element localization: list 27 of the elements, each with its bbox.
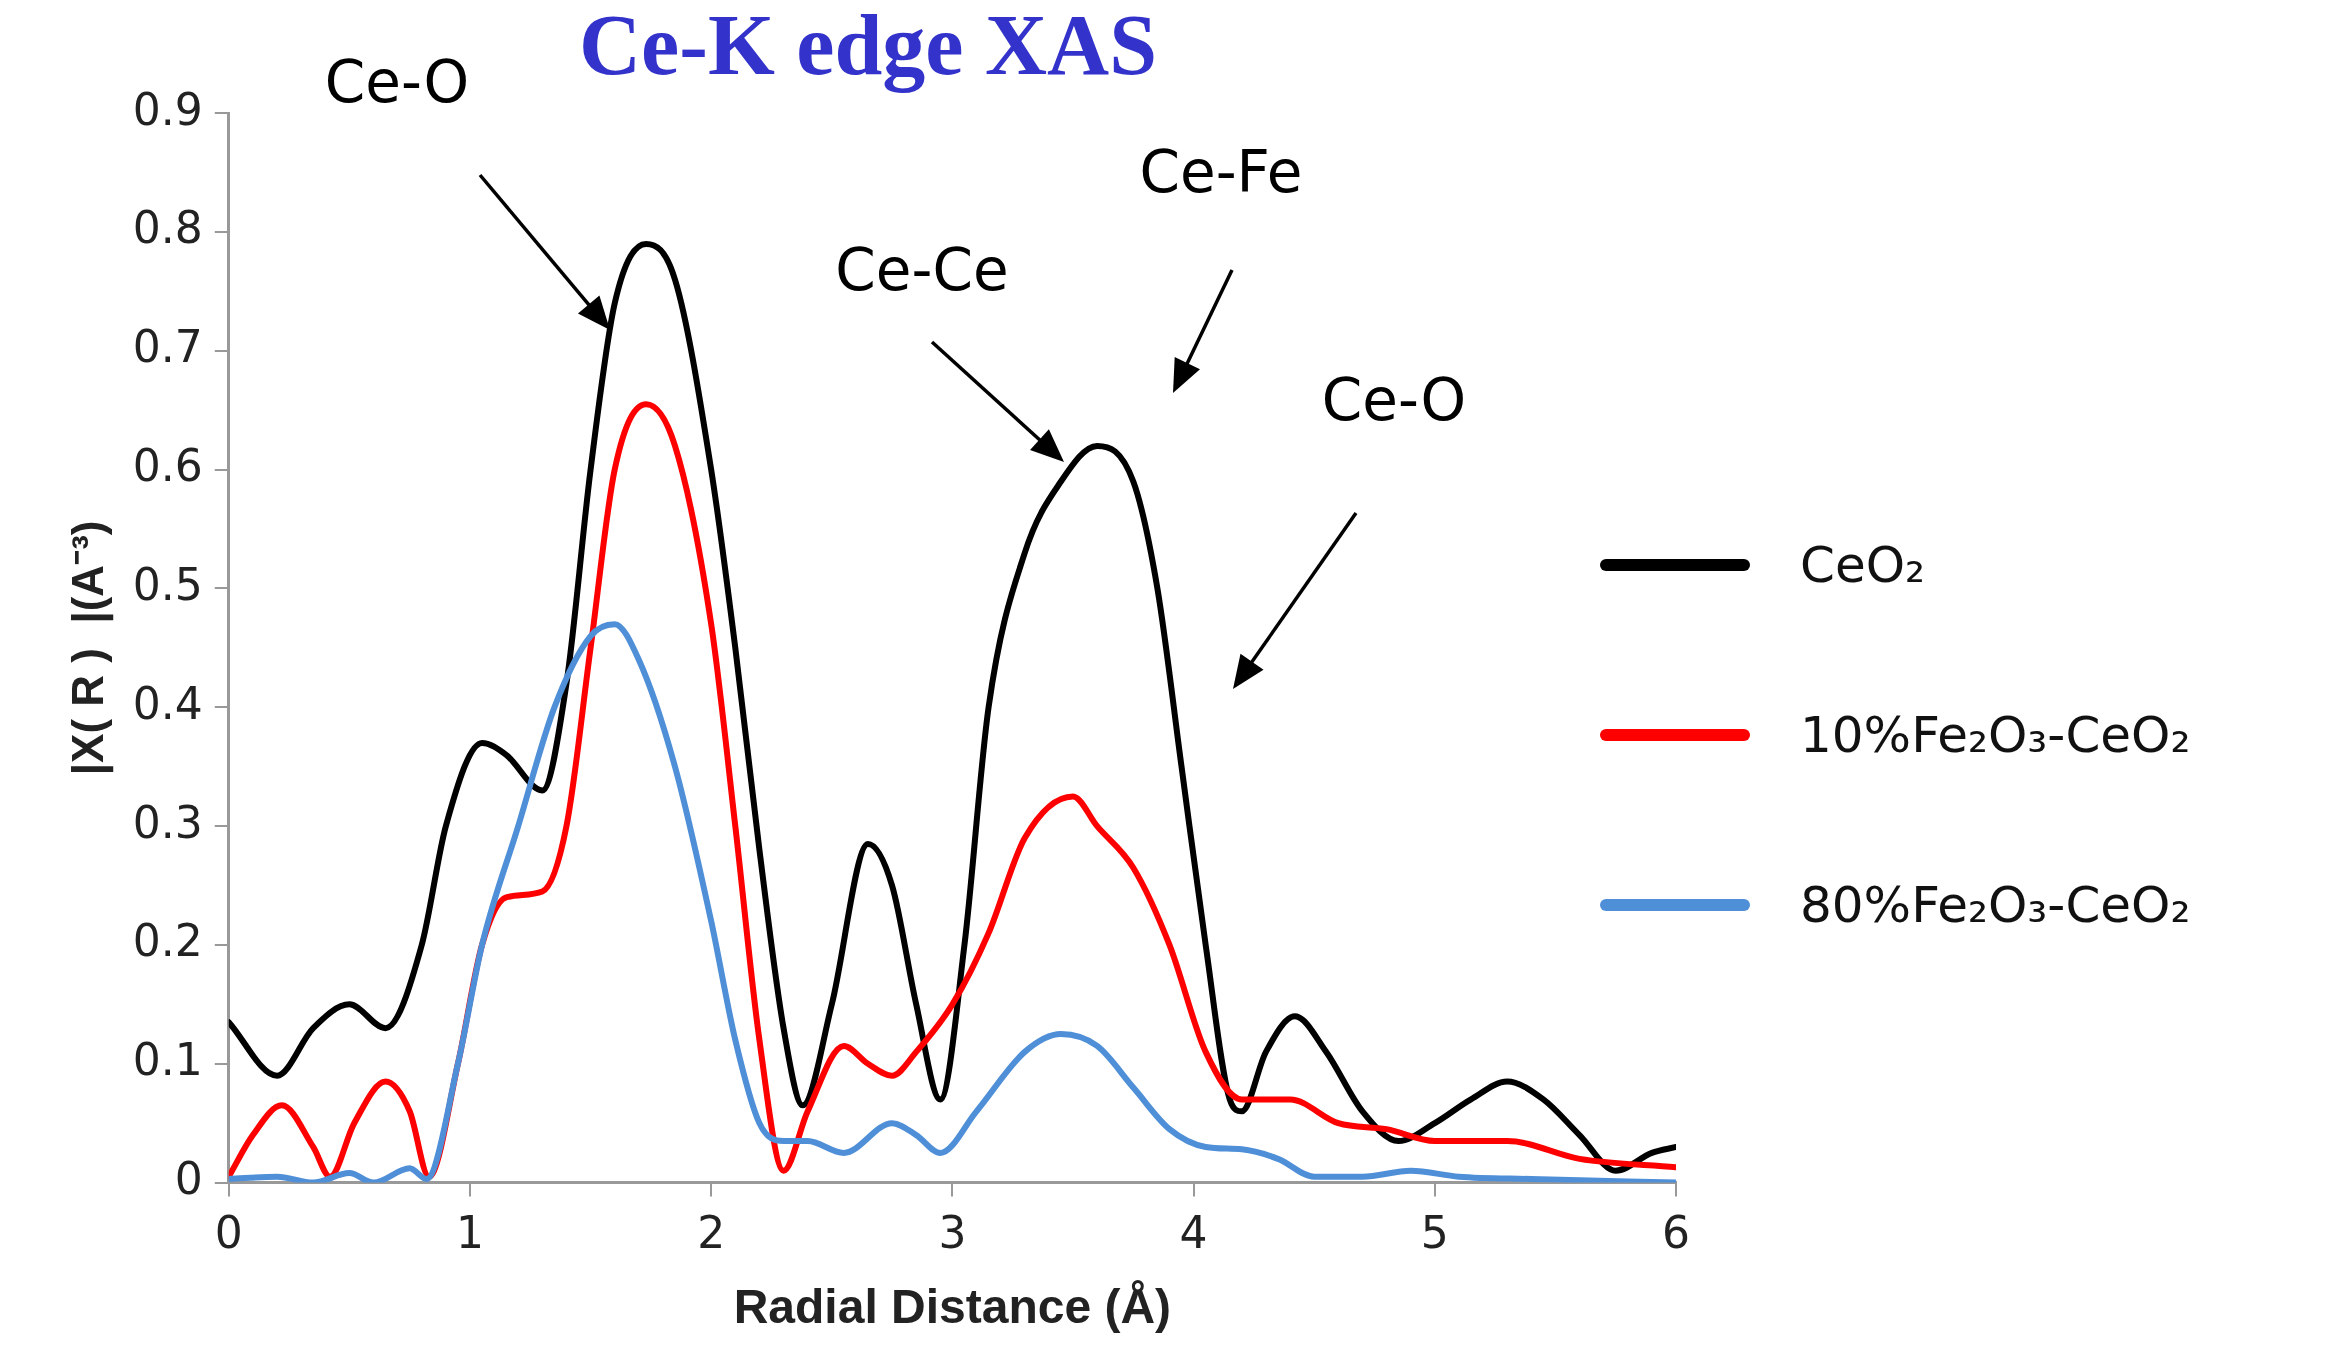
y-axis-title: |X( R ) |(A⁻³): [62, 520, 114, 776]
chart-title: Ce-K edge XAS: [578, 0, 1158, 93]
y-tick-label: 0: [174, 1153, 203, 1205]
y-tick-label: 0.9: [132, 83, 203, 135]
annotation: Ce-Fe: [1139, 138, 1303, 206]
x-tick-label: 6: [1662, 1207, 1690, 1259]
legend-label: 80%Fe₂O₃-CeO₂: [1800, 876, 2191, 934]
annotation: Ce-O: [324, 48, 470, 116]
annotation: Ce-Ce: [835, 236, 1009, 304]
legend-label: CeO₂: [1800, 536, 1926, 594]
y-tick-label: 0.6: [132, 440, 203, 492]
y-tick-label: 0.5: [132, 558, 203, 610]
legend-label: 10%Fe₂O₃-CeO₂: [1800, 706, 2191, 764]
y-tick-label: 0.8: [132, 202, 203, 254]
x-axis-title: Radial Distance (Å): [733, 1280, 1172, 1334]
y-tick-label: 0.3: [132, 796, 203, 848]
x-tick-label: 5: [1420, 1207, 1449, 1259]
y-tick-label: 0.2: [132, 915, 203, 967]
annotation: Ce-O: [1321, 366, 1467, 434]
y-tick-label: 0.1: [132, 1034, 203, 1086]
x-tick-label: 2: [697, 1207, 726, 1259]
x-tick-label: 4: [1179, 1207, 1208, 1259]
y-tick-label: 0.4: [132, 677, 203, 729]
x-tick-label: 1: [455, 1207, 484, 1259]
x-tick-label: 0: [214, 1207, 243, 1259]
y-tick-label: 0.7: [132, 321, 203, 373]
x-tick-label: 3: [938, 1207, 967, 1259]
